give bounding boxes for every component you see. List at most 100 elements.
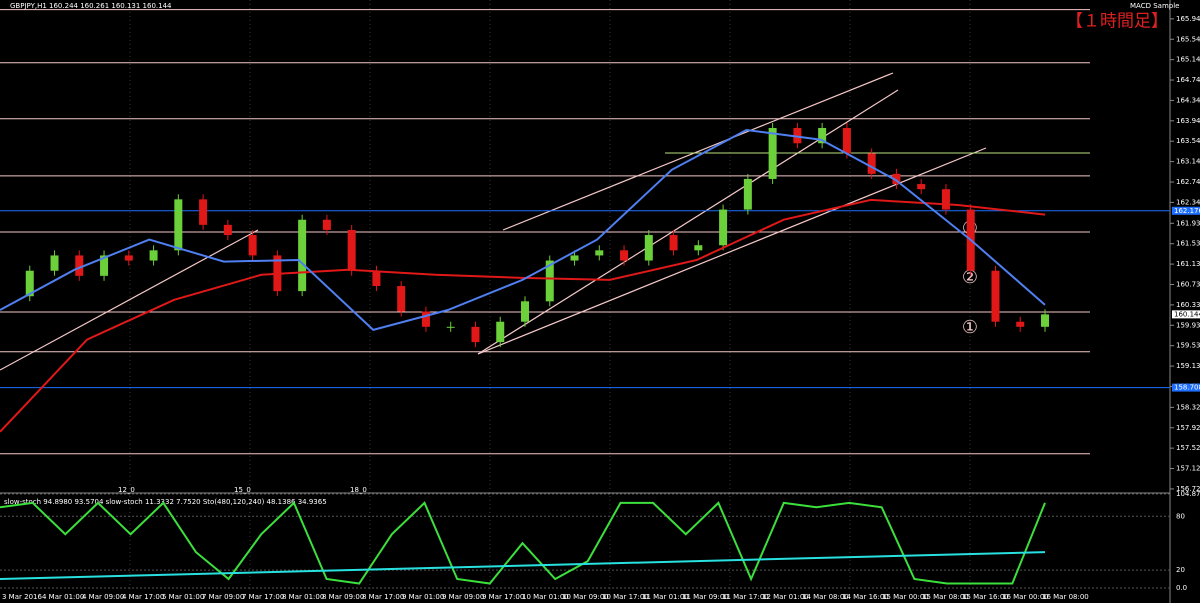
candle-body — [124, 255, 133, 261]
period-label: 15_0 — [234, 486, 251, 494]
x-tick-label: 15 Mar 08:00 — [922, 593, 969, 601]
trend-lines — [0, 72, 987, 371]
y-tick-label: 159.130 — [1176, 362, 1200, 370]
indicator-name: MACD Sample — [1130, 2, 1179, 10]
x-tick-label: 14 Mar 16:00 — [842, 593, 889, 601]
candle-body — [941, 189, 950, 210]
x-tick-label: 10 Mar 09:00 — [562, 593, 609, 601]
y-tick-label: 156.720 — [1176, 485, 1200, 493]
y-tick-label: 157.120 — [1176, 465, 1200, 473]
y-tick-label: 161.530 — [1176, 240, 1200, 248]
price-tag — [1172, 206, 1200, 215]
candle-body — [25, 270, 34, 297]
candle-body — [818, 127, 827, 144]
x-tick-label: 4 Mar 09:00 — [82, 593, 124, 601]
price-tag-label: 162.176 — [1174, 207, 1200, 215]
stoch-tick-label: 0.0 — [1176, 584, 1187, 592]
candle-body — [446, 326, 455, 328]
x-tick-label: 16 Mar 00:00 — [1002, 593, 1049, 601]
candle-body — [50, 255, 59, 271]
x-tick-label: 4 Mar 17:00 — [122, 593, 164, 601]
x-tick-label: 8 Mar 17:00 — [362, 593, 404, 601]
candle-body — [867, 153, 876, 174]
period-label: 12_0 — [118, 486, 135, 494]
x-tick-label: 8 Mar 01:00 — [282, 593, 324, 601]
y-tick-label: 164.740 — [1176, 76, 1200, 84]
candle-body — [644, 235, 653, 261]
candle-body — [1016, 321, 1025, 327]
y-tick-label: 165.140 — [1176, 56, 1200, 64]
y-tick-label: 159.930 — [1176, 321, 1200, 329]
price-tag — [1172, 310, 1200, 319]
y-tick-label: 157.920 — [1176, 424, 1200, 432]
candle-body — [149, 250, 158, 261]
x-tick-label: 10 Mar 01:00 — [522, 593, 569, 601]
x-tick-label: 11 Mar 17:00 — [722, 593, 769, 601]
y-tick-label: 160.730 — [1176, 280, 1200, 288]
candle-body — [199, 199, 208, 225]
y-tick-label: 162.340 — [1176, 198, 1200, 206]
stoch-tick-label: 104.8787 — [1176, 490, 1200, 498]
candle-body — [100, 255, 109, 276]
candle-body — [570, 255, 579, 261]
y-tick-label: 162.740 — [1176, 178, 1200, 186]
x-tick-label: 4 Mar 01:00 — [42, 593, 84, 601]
candle-body — [917, 184, 926, 190]
y-tick-label: 164.340 — [1176, 96, 1200, 104]
header-title: GBPJPY,H1 160.244 160.261 160.131 160.14… — [10, 2, 172, 10]
y-tick-label: 160.330 — [1176, 301, 1200, 309]
candle-body — [620, 250, 629, 261]
stoch-trend — [0, 551, 1046, 581]
x-tick-label: 7 Mar 17:00 — [242, 593, 284, 601]
candle-body — [421, 311, 430, 327]
price-tag-label: 160.144 — [1174, 310, 1200, 318]
x-tick-label: 5 Mar 01:00 — [162, 593, 204, 601]
y-tick-label: 161.930 — [1176, 219, 1200, 227]
stoch-tick-label: 80 — [1176, 512, 1185, 520]
x-tick-label: 9 Mar 01:00 — [402, 593, 444, 601]
y-tick-label: 157.520 — [1176, 444, 1200, 452]
moving-average — [0, 198, 1046, 433]
y-tick-label: 161.130 — [1176, 260, 1200, 268]
candle-body — [223, 224, 232, 236]
x-tick-label: 15 Mar 00:00 — [882, 593, 929, 601]
candle-body — [471, 326, 480, 343]
candle-body — [595, 250, 604, 256]
stoch-label: slow-stoch 94.8980 93.5704 slow-stoch 11… — [4, 498, 327, 506]
x-tick-label: 3 Mar 2016 — [2, 593, 42, 601]
x-tick-label: 8 Mar 09:00 — [322, 593, 364, 601]
x-tick-label: 16 Mar 08:00 — [1042, 593, 1089, 601]
y-tick-label: 159.530 — [1176, 342, 1200, 350]
timeframe-label: 【１時間足】 — [1066, 12, 1168, 32]
x-tick-label: 10 Mar 17:00 — [602, 593, 649, 601]
y-tick-label: 163.540 — [1176, 137, 1200, 145]
candle-body — [174, 199, 183, 251]
candle-body — [397, 286, 406, 312]
y-tick-label: 163.940 — [1176, 117, 1200, 125]
candle-body — [248, 235, 257, 256]
x-tick-label: 11 Mar 09:00 — [682, 593, 729, 601]
y-tick-label: 165.940 — [1176, 15, 1200, 23]
y-tick-label: 165.540 — [1176, 35, 1200, 43]
x-tick-label: 9 Mar 17:00 — [482, 593, 524, 601]
candle-body — [521, 301, 529, 322]
x-tick-label: 14 Mar 08:00 — [802, 593, 849, 601]
candle-body — [694, 245, 703, 251]
candle-body — [991, 270, 1000, 322]
candle-body — [347, 229, 356, 271]
candle-body — [842, 127, 851, 154]
x-tick-label: 7 Mar 09:00 — [202, 593, 244, 601]
stoch-tick-label: 20 — [1176, 566, 1185, 574]
candle-body — [298, 219, 307, 292]
candle-body — [743, 178, 752, 210]
moving-average — [0, 128, 1046, 332]
y-tick-label: 158.320 — [1176, 403, 1200, 411]
period-label: 18_0 — [350, 486, 367, 494]
candle-body — [545, 260, 554, 302]
stoch-line — [0, 501, 1046, 585]
y-tick-label: 163.140 — [1176, 158, 1200, 166]
candle-body — [892, 173, 901, 185]
x-tick-label: 11 Mar 01:00 — [642, 593, 689, 601]
